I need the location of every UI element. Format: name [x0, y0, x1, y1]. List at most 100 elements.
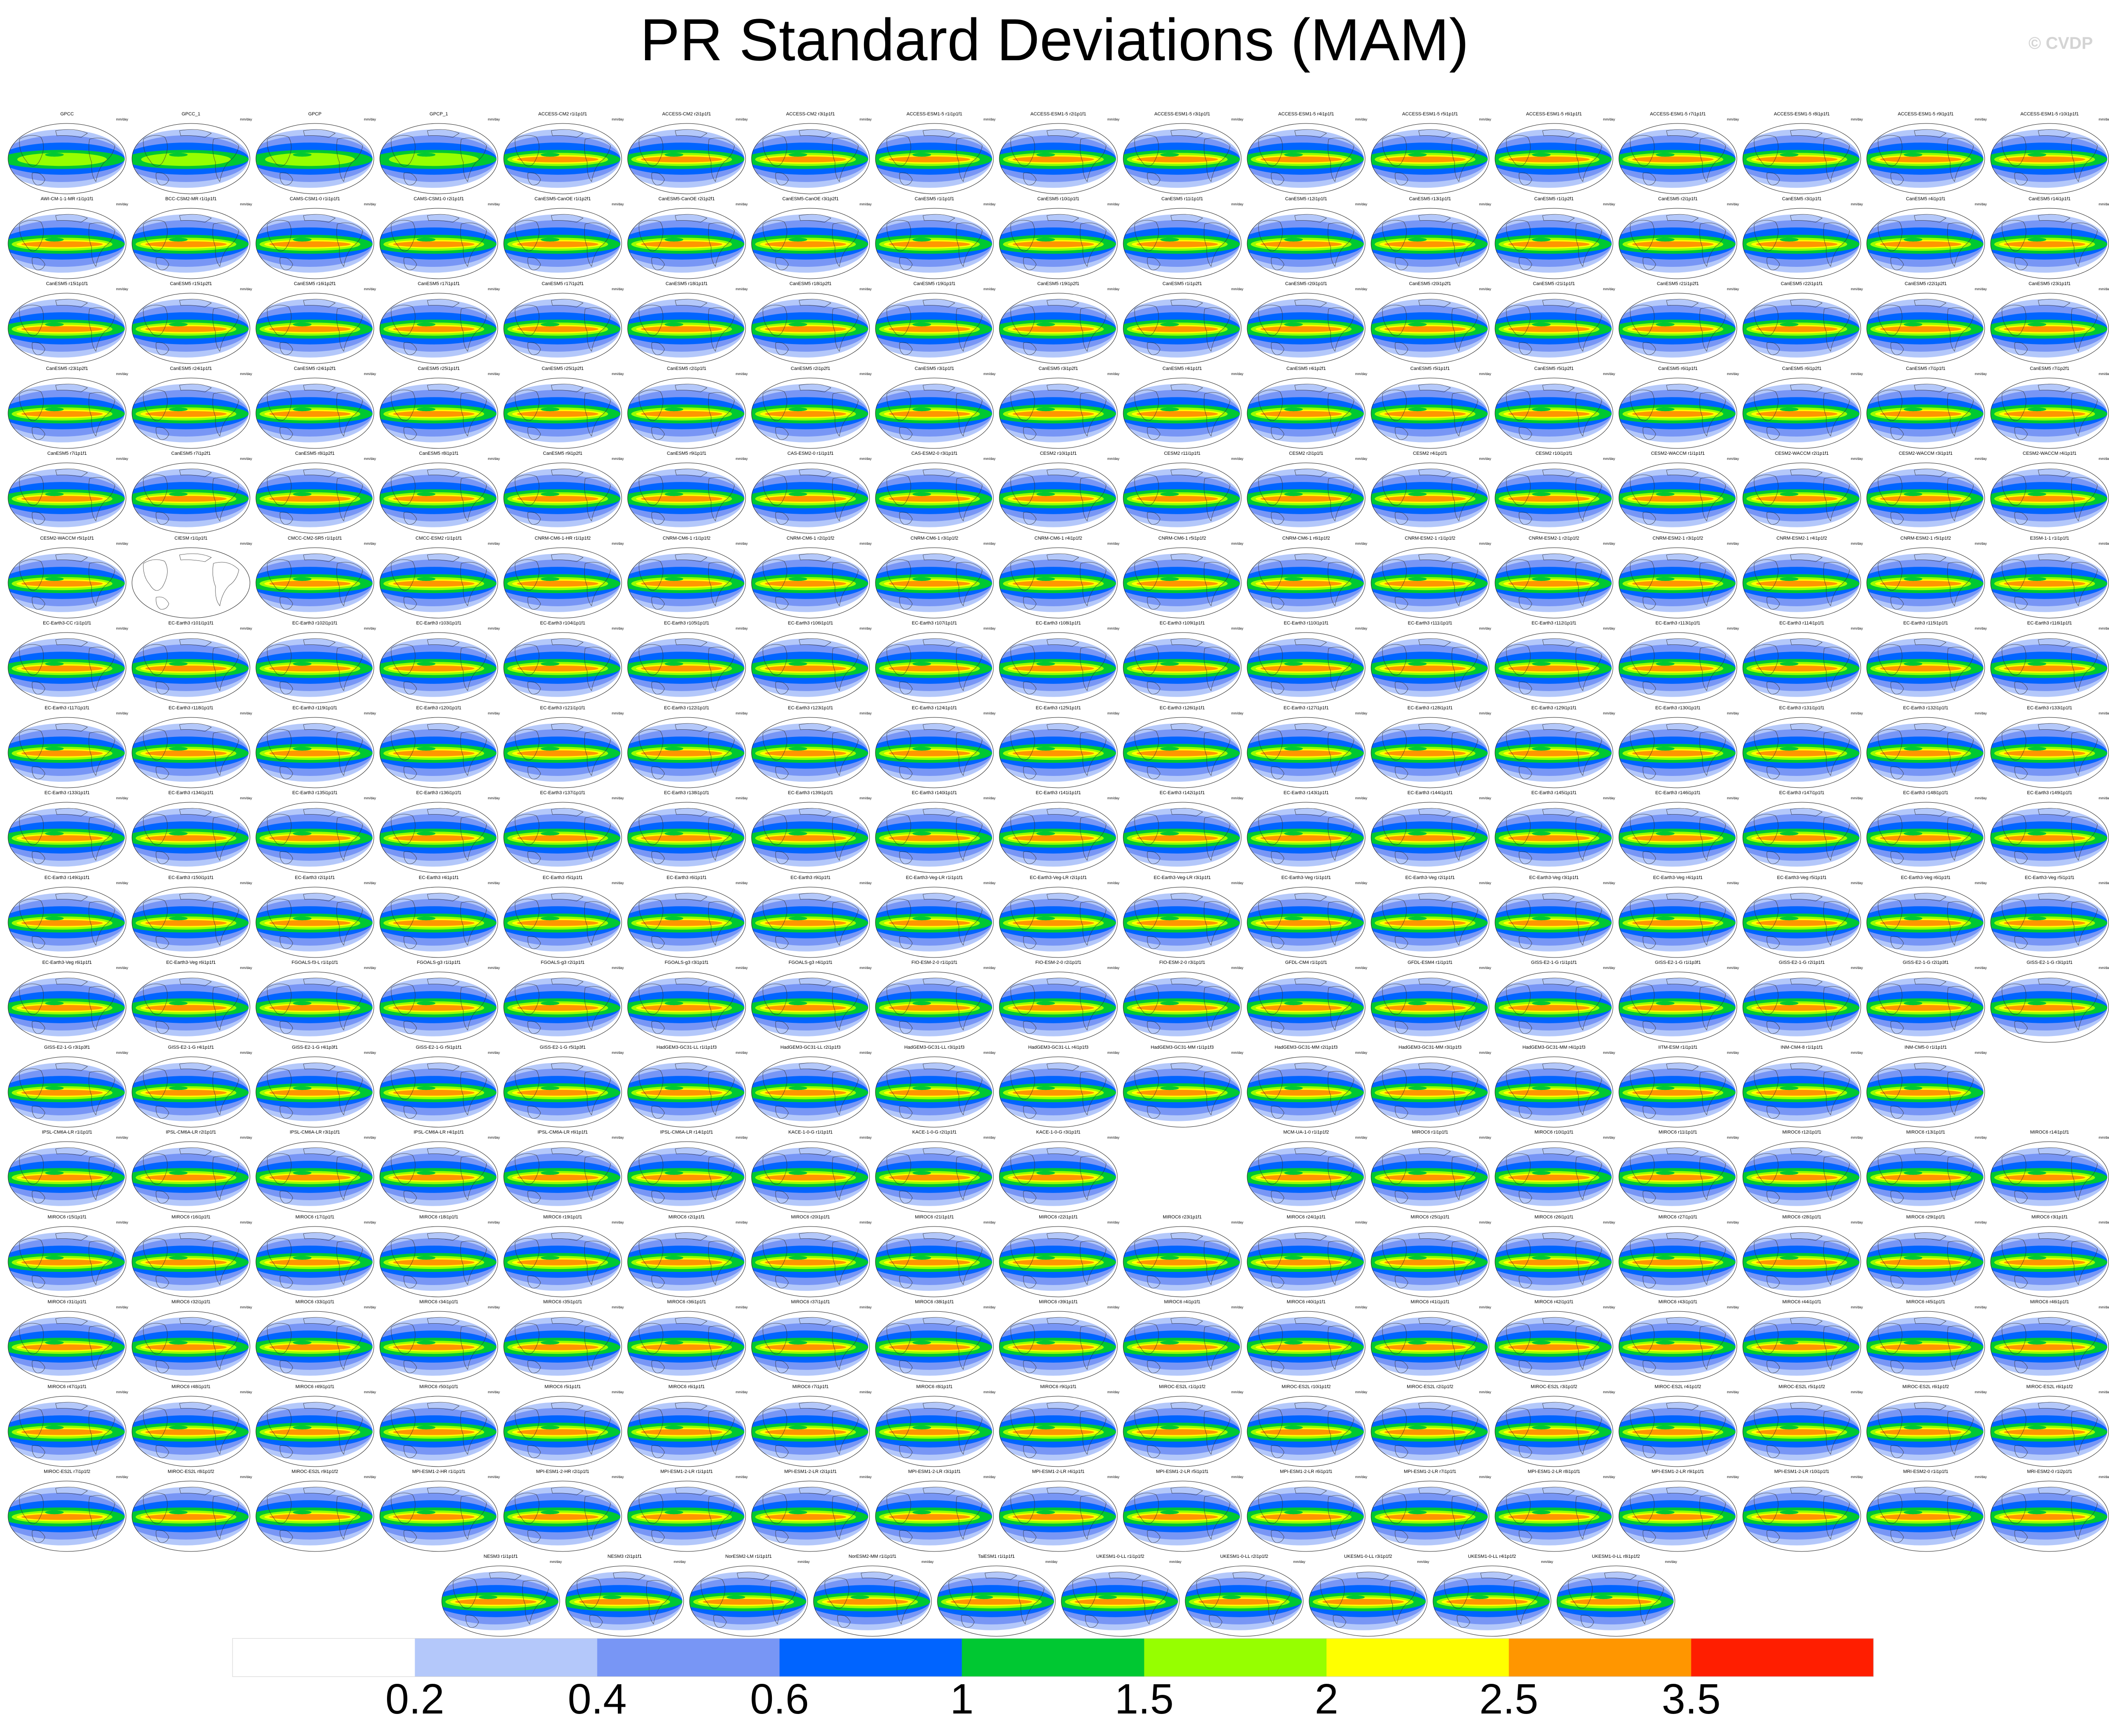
pr-stddev-map	[132, 462, 250, 534]
pr-stddev-map	[1123, 208, 1242, 279]
pr-stddev-map	[1123, 802, 1242, 873]
panel-units: mm/day	[1231, 457, 1243, 461]
map-panel: MIROC-ES2L r3i1p1f2 mm/day	[1492, 1384, 1616, 1469]
map-panel: ACCESS-ESM1-5 r6i1p1f1 mm/day	[1492, 111, 1616, 196]
panel-units: mm/day	[1974, 287, 1987, 291]
pr-stddev-map	[999, 1396, 1118, 1467]
panel-title: IPSL-CM6A-LR r1i1p1f1	[42, 1130, 93, 1135]
map-panel: EC-Earth3 r131i1p1f1 mm/day	[1740, 705, 1864, 790]
panel-title: ACCESS-ESM1-5 r4i1p1f1	[1278, 112, 1334, 117]
pr-stddev-map	[999, 1481, 1118, 1552]
panel-units: mm/day	[1479, 1051, 1491, 1055]
map-panel: MIROC6 r6i1p1f1 mm/day	[625, 1384, 749, 1469]
panel-units: mm/day	[1603, 542, 1615, 546]
pr-stddev-map	[255, 547, 374, 619]
pr-stddev-map	[627, 1141, 746, 1212]
panel-units: mm/day	[1355, 118, 1367, 121]
map-panel: NESM3 r2i1p1f1 mm/day	[563, 1554, 687, 1638]
panel-title: IPSL-CM6A-LR r3i1p1f1	[289, 1130, 340, 1135]
pr-stddev-map	[1247, 208, 1366, 279]
panel-units: mm/day	[1727, 1051, 1739, 1055]
map-panel: MIROC-ES2L r8i1p1f2 mm/day	[129, 1469, 253, 1554]
map-panel: MIROC-ES2L r4i1p1f2 mm/day	[1616, 1384, 1740, 1469]
panel-title: CESM2-WACCM r2i1p1f1	[1775, 451, 1829, 456]
panel-title: CanESM5 r3i1p1f1	[914, 366, 954, 371]
pr-stddev-map	[1247, 378, 1366, 449]
map-panel: CESM2-WACCM r3i1p1f1 mm/day	[1864, 451, 1988, 535]
panel-title: IITM-ESM r1i1p1f1	[1658, 1045, 1698, 1050]
panel-title: IPSL-CM6A-LR r4i1p1f1	[413, 1130, 464, 1135]
panel-title: GISS-E2-1-G r4i1p3f1	[292, 1045, 338, 1050]
pr-stddev-map	[1247, 293, 1366, 364]
panel-units: mm/day	[488, 1136, 500, 1140]
panel-units: mm/day	[1974, 542, 1987, 546]
map-panel: HadGEM3-GC31-LL r1i1p1f3 mm/day	[625, 1044, 749, 1129]
panel-units: mm/day	[611, 372, 624, 376]
panel-title: GISS-E2-1-G r5i1p3f1	[539, 1045, 586, 1050]
panel-title: MIROC6 r7i1p1f1	[792, 1384, 829, 1389]
pr-stddev-map	[1495, 1226, 1613, 1297]
map-panel: EC-Earth3-Veg r3i1p1f1 mm/day	[1492, 875, 1616, 960]
map-panel: CanESM5 r4i1p2f1 mm/day	[1244, 366, 1368, 451]
map-panel: CanESM5 r7i1p1f1 mm/day	[1864, 366, 1988, 451]
panel-title: CanESM5 r18i1p2f1	[789, 281, 832, 286]
panel-units: mm/day	[116, 1051, 128, 1055]
panel-units: mm/day	[1107, 542, 1119, 546]
panel-title: CNRM-CM6-1 r6i1p1f2	[1282, 536, 1330, 541]
pr-stddev-map	[751, 1481, 870, 1552]
panel-units: mm/day	[1727, 796, 1739, 800]
panel-title: EC-Earth3 r106i1p1f1	[788, 621, 833, 626]
panel-units: mm/day	[1107, 1051, 1119, 1055]
panel-title: CESM2 r11i1p1f1	[1164, 451, 1200, 456]
panel-title: MIROC6 r13i1p1f1	[1906, 1130, 1945, 1135]
map-panel: MIROC6 r15i1p1f1 mm/day	[5, 1214, 129, 1299]
panel-units: mm/day	[983, 372, 996, 376]
pr-stddev-map	[255, 378, 374, 449]
panel-title: HadGEM3-GC31-MM r1i1p1f3	[1150, 1045, 1214, 1050]
panel-title: EC-Earth3-Veg r6i1p1f1	[1901, 875, 1951, 880]
panel-title: ACCESS-ESM1-5 r10i1p1f1	[2020, 112, 2079, 117]
map-panel: MIROC6 r7i1p1f1 mm/day	[749, 1384, 872, 1469]
panel-title: KACE-1-0-G r3i1p1f1	[1036, 1130, 1081, 1135]
map-panel: EC-Earth3 r122i1p1f1 mm/day	[625, 705, 749, 790]
map-panel: MIROC-ES2L r6i1p1f2 mm/day	[1988, 1384, 2109, 1469]
map-panel: EC-Earth3 r121i1p1f1 mm/day	[501, 705, 625, 790]
panel-title: CAS-ESM2-0 r3i1p1f1	[911, 451, 958, 456]
panel-units: mm/day	[1727, 627, 1739, 630]
panel-title: CanESM5 r21i1p1f1	[1533, 281, 1575, 286]
pr-stddev-map	[627, 972, 746, 1043]
panel-units: mm/day	[488, 118, 500, 121]
pr-stddev-map	[8, 1481, 126, 1552]
map-panel: CanESM5 r18i1p1f1 mm/day	[625, 281, 749, 366]
panel-units: mm/day	[859, 1051, 872, 1055]
map-panel: CNRM-CM6-1 r5i1p1f2 mm/day	[1120, 535, 1244, 620]
panel-title: CESM2-WACCM r1i1p1f1	[1651, 451, 1705, 456]
panel-title: CanESM5 r23i1p1f1	[2028, 281, 2071, 286]
panel-units: mm/day	[1851, 1305, 1863, 1309]
panel-title: EC-Earth3-Veg r1i1p1f1	[1281, 875, 1331, 880]
panel-title: MIROC-ES2L r4i1p1f2	[1655, 1384, 1701, 1389]
pr-stddev-map	[8, 1311, 126, 1382]
panel-units: mm/day	[735, 627, 748, 630]
pr-stddev-map	[379, 887, 498, 958]
map-panel: MIROC6 r10i1p1f1 mm/day	[1492, 1129, 1616, 1214]
panel-units: mm/day	[983, 1475, 996, 1479]
panel-title: FGOALS-g3 r2i1p1f1	[541, 960, 585, 965]
map-panel: EC-Earth3 r104i1p1f1 mm/day	[501, 620, 625, 705]
map-panel: CAS-ESM2-0 r1i1p1f1 mm/day	[749, 451, 872, 535]
map-panel: CAMS-CSM1-0 r2i1p1f1 mm/day	[377, 196, 501, 281]
panel-units: mm/day	[1603, 118, 1615, 121]
pr-stddev-map	[441, 1565, 560, 1637]
pr-stddev-map	[751, 632, 870, 703]
pr-stddev-map	[1990, 802, 2109, 873]
map-panel: MIROC-ES2L r5i1p1f2 mm/day	[1740, 1384, 1864, 1469]
panel-title: CESM2 r10i1p1f1	[1535, 451, 1573, 456]
panel-units: mm/day	[240, 881, 252, 885]
map-panel: EC-Earth3 r102i1p1f1 mm/day	[253, 620, 377, 705]
pr-stddev-map	[255, 123, 374, 194]
pr-stddev-map	[255, 632, 374, 703]
panel-title: MPI-ESM1-2-HR r2i1p1f1	[536, 1469, 589, 1474]
panel-units: mm/day	[488, 1475, 500, 1479]
panel-title: CanESM5 r4i1p2f1	[1286, 366, 1326, 371]
pr-stddev-map	[1990, 293, 2109, 364]
